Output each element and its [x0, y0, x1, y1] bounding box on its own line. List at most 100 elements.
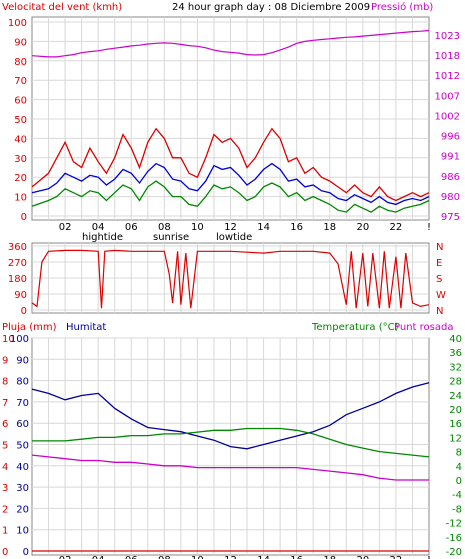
wind-speed-tick: 30	[14, 154, 27, 165]
pressure-tick: 980	[441, 192, 460, 203]
temperature-tick: -20	[446, 547, 462, 558]
time-label: 08	[158, 555, 171, 559]
wind-avg-line	[31, 162, 430, 206]
wind-direction-series	[31, 249, 430, 309]
temperature-humidity-grid	[32, 337, 429, 555]
rain-tick: 5	[2, 441, 8, 452]
time-label: 18	[323, 555, 336, 559]
pressure-label: Pressió (mb)	[371, 1, 433, 13]
humidity-tick: 100	[10, 334, 29, 345]
temperature-tick: -4	[452, 490, 462, 501]
time-label: 18	[323, 222, 336, 233]
direction-compass-tick: E	[436, 258, 442, 269]
temperature-tick: 0	[456, 476, 462, 487]
wind-direction-grid	[32, 243, 429, 313]
time-label: 02	[59, 222, 72, 233]
temperature-humidity-ticks: 0123456789100102030405060708090100-20-16…	[2, 334, 462, 558]
rain-tick: 2	[2, 504, 8, 515]
pressure-tick: 1007	[435, 91, 460, 102]
rain-tick: 3	[2, 483, 8, 494]
rain-tick: 4	[2, 462, 8, 473]
wind-speed-tick: 40	[14, 134, 27, 145]
wind-speed-label: Velocitat del vent (kmh)	[2, 2, 122, 13]
humidity-tick: 80	[16, 377, 29, 388]
humidity-tick: 40	[16, 462, 29, 473]
rain-tick: 8	[2, 377, 8, 388]
humidity-tick: 70	[16, 398, 29, 409]
temperature-humidity-series	[31, 382, 430, 552]
direction-degree-tick: 90	[14, 290, 27, 301]
direction-degree-tick: 180	[8, 274, 27, 285]
rain-tick: 1	[2, 526, 8, 537]
time-label: 12	[224, 222, 237, 233]
humidity-tick: 60	[16, 419, 29, 430]
pressure-tick: 975	[441, 212, 460, 223]
pressure-line	[31, 29, 430, 58]
temperature-tick: -12	[446, 519, 462, 530]
rain-tick: 10	[2, 334, 15, 345]
wind-speed-tick: 90	[14, 37, 27, 48]
time-label: 20	[356, 555, 369, 559]
sunrise-marker-top: sunrise	[153, 232, 189, 243]
wind-min-line	[31, 180, 430, 213]
wind-speed-tick: 80	[14, 57, 27, 68]
temperature-tick: 12	[449, 433, 462, 444]
direction-compass-tick: N	[436, 306, 443, 317]
time-label: 22	[390, 555, 403, 559]
humidity-tick: 90	[16, 355, 29, 366]
pressure-tick: 1002	[435, 111, 460, 122]
time-label: 16	[290, 555, 303, 559]
time-label: !	[427, 555, 431, 559]
time-label: 20	[356, 222, 369, 233]
pressure-tick: 996	[441, 132, 460, 143]
dewpoint-line	[31, 454, 429, 481]
temperature-tick: 36	[449, 348, 462, 359]
temperature-label: Temperatura (°C)	[311, 322, 399, 333]
temperature-tick: -16	[446, 533, 462, 544]
time-label: 04	[92, 222, 105, 233]
humidity-tick: 20	[16, 504, 29, 515]
wind-speed-tick: 20	[14, 173, 27, 184]
direction-degree-tick: 0	[21, 306, 27, 317]
time-label: 22	[390, 222, 403, 233]
direction-degree-tick: 270	[8, 258, 27, 269]
temperature-line	[32, 427, 430, 458]
rain-tick: 7	[2, 398, 8, 409]
wind-pressure-series	[31, 29, 430, 213]
wind-speed-tick: 70	[14, 76, 27, 87]
wind-speed-tick: 60	[14, 96, 27, 107]
rain-tick: 6	[2, 419, 8, 430]
wind-pressure-ticks: 0 10 20 30 40 50 60 70 80 90 100 975 980 986 991 996 100…	[8, 18, 460, 223]
time-label: 06	[125, 555, 138, 559]
pressure-tick: 1018	[435, 51, 460, 62]
temperature-tick: -8	[452, 504, 462, 515]
humidity-tick: 30	[16, 483, 29, 494]
time-label: !	[427, 222, 431, 233]
temperature-tick: 20	[449, 405, 462, 416]
wind-direction-line	[31, 249, 430, 309]
humidity-line	[31, 382, 430, 450]
rain-tick: 0	[2, 547, 8, 558]
temperature-tick: 24	[449, 391, 462, 402]
time-label: 02	[59, 555, 72, 559]
time-label: 08	[158, 222, 171, 233]
temperature-tick: 28	[449, 377, 462, 388]
time-label: 16	[290, 222, 303, 233]
humidity-label: Humitat	[66, 322, 106, 333]
time-label: 14	[257, 222, 270, 233]
temperature-tick: 4	[456, 462, 462, 473]
temperature-tick: 40	[449, 334, 462, 345]
rain-label: Pluja (mm)	[2, 322, 57, 333]
time-label: 04	[92, 555, 105, 559]
temperature-tick: 8	[456, 448, 462, 459]
direction-compass-tick: W	[436, 290, 446, 301]
time-label: 14	[257, 555, 270, 559]
humidity-tick: 0	[23, 547, 29, 558]
lowtide-marker-top: lowtide	[216, 232, 252, 243]
time-label: 10	[191, 222, 204, 233]
humidity-tick: 50	[16, 441, 29, 452]
pressure-tick: 991	[441, 152, 460, 163]
direction-degree-tick: 360	[8, 242, 27, 253]
